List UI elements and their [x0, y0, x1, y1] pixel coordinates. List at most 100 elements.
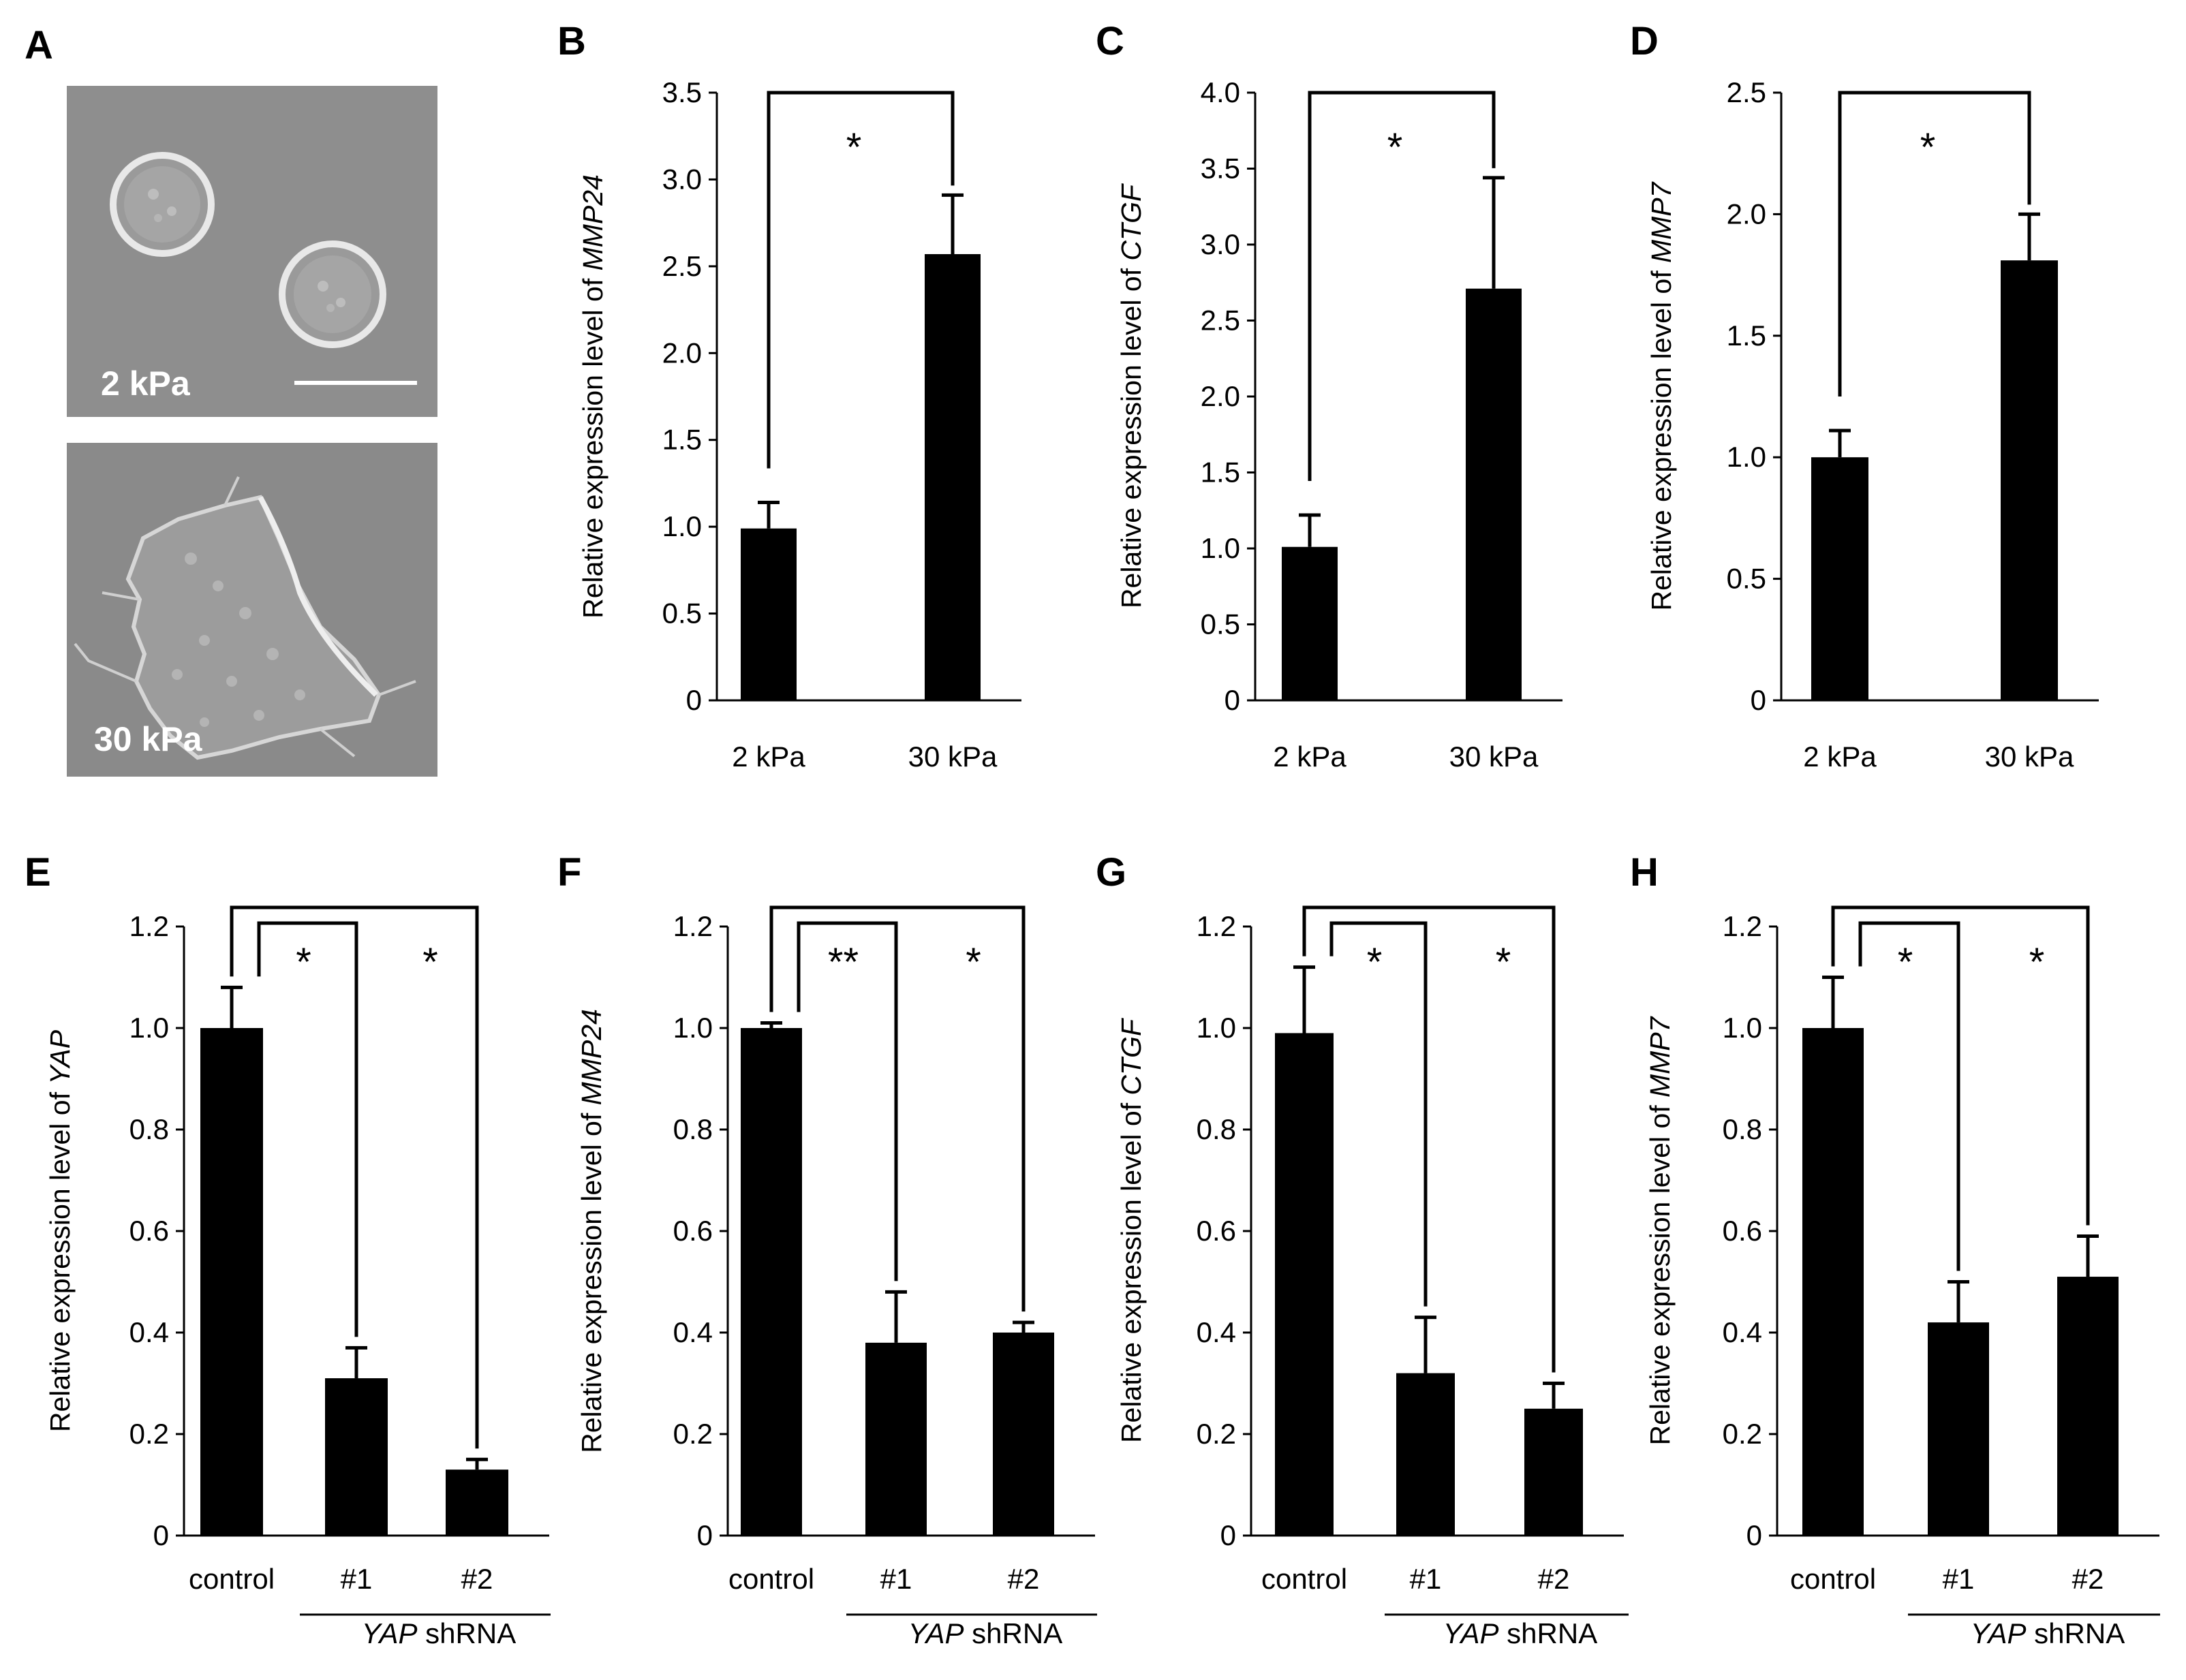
significance-bracket: [767, 91, 955, 469]
y-tick-label: 0: [1746, 1519, 1762, 1551]
y-tick-label: 3.0: [1201, 228, 1240, 260]
group-label-text: shRNA: [964, 1617, 1063, 1649]
micrograph-label-2kpa: 2 kPa: [101, 364, 191, 403]
y-axis-label-prefix: Relative expression level of: [1644, 1098, 1676, 1445]
y-tick-label: 0: [1751, 684, 1766, 716]
bar: [1524, 1408, 1583, 1536]
y-tick-label: 0.2: [1723, 1418, 1762, 1450]
y-tick-label: 1.2: [1197, 910, 1236, 942]
significance-star: *: [846, 125, 862, 170]
significance-bracket: [1308, 91, 1496, 481]
significance-star: *: [2029, 940, 2045, 984]
y-axis-label-prefix: Relative expression level of: [1115, 1095, 1147, 1443]
group-label-gene: YAP: [362, 1617, 418, 1649]
significance-star: *: [1898, 940, 1913, 984]
y-axis-label-gene: YAP: [44, 1029, 76, 1084]
y-tick-label: 1.0: [129, 1012, 169, 1044]
y-axis-label: Relative expression level of MMP7: [1644, 1015, 1676, 1445]
bar: [2001, 260, 2058, 700]
bar: [741, 528, 797, 700]
significance-bracket: [1329, 921, 1428, 1307]
bar: [1928, 1322, 1989, 1536]
significance-bracket: [257, 921, 358, 1337]
significance-star: *: [1496, 940, 1511, 984]
spheroid-2: [279, 240, 386, 348]
significance-star: *: [1920, 125, 1936, 170]
y-tick-label: 0.6: [1723, 1215, 1762, 1247]
y-tick-label: 1.5: [1727, 320, 1766, 352]
y-tick-label: 1.0: [1723, 1012, 1762, 1044]
category-label: control: [1261, 1563, 1347, 1595]
micrograph-2kpa-background: [67, 86, 437, 417]
significance-bracket: [769, 905, 1026, 1312]
panel-letter-f: F: [557, 850, 581, 895]
significance-star: *: [1387, 125, 1403, 170]
significance-star: *: [296, 940, 311, 984]
bar-charts: B 0 0.5 1.0 1.5 2.0 2.5 3.0 3.5 Relative expressi…: [25, 19, 2160, 1649]
y-tick-label: 0: [686, 684, 702, 716]
y-tick-label: 1.5: [1201, 456, 1240, 488]
y-tick-label: 0: [153, 1519, 169, 1551]
chart-g: G 0 0.2 0.4 0.6 0.8 1.0 1.2 Relative expression …: [1096, 850, 1629, 1649]
y-tick-label: 0.4: [673, 1316, 713, 1348]
y-tick-label: 2.5: [1727, 76, 1766, 108]
y-tick-label: 0.6: [129, 1215, 169, 1247]
y-tick-label: 0.8: [1197, 1113, 1236, 1145]
y-tick-label: 2.5: [662, 250, 702, 282]
group-label: YAP shRNA: [908, 1617, 1062, 1649]
y-tick-label: 3.0: [662, 163, 702, 195]
category-label: 2 kPa: [732, 741, 805, 773]
y-tick-label: 0.2: [1197, 1418, 1236, 1450]
y-tick-label: 0.5: [1727, 563, 1766, 595]
bar: [200, 1028, 263, 1536]
panel-letter-g: G: [1096, 850, 1126, 895]
group-label: YAP shRNA: [1443, 1617, 1597, 1649]
significance-bracket: [230, 905, 479, 1449]
micrograph-30kpa: 30 kPa: [67, 443, 437, 777]
bar: [1282, 546, 1338, 700]
significance-bracket: [1831, 905, 2090, 1226]
category-label: #2: [1538, 1563, 1570, 1595]
y-axis-label-gene: MMP24: [576, 1009, 607, 1105]
category-label: #2: [1008, 1563, 1040, 1595]
category-label: #1: [341, 1563, 373, 1595]
category-label: 30 kPa: [1985, 741, 2074, 773]
y-tick-label: 0.2: [673, 1418, 713, 1450]
chart-h: H 0 0.2 0.4 0.6 0.8 1.0 1.2 Relative expression …: [1630, 850, 2160, 1649]
category-label: #1: [1943, 1563, 1975, 1595]
cluster-edge: [258, 496, 378, 697]
significance-star: *: [1367, 940, 1383, 984]
group-label-text: shRNA: [1499, 1617, 1598, 1649]
y-tick-label: 3.5: [1201, 153, 1240, 185]
y-axis-label: Relative expression level of YAP: [44, 1029, 76, 1432]
y-axis-label-prefix: Relative expression level of: [577, 270, 609, 618]
panel-letter-c: C: [1096, 19, 1124, 63]
category-label: #2: [461, 1563, 493, 1595]
group-label: YAP shRNA: [362, 1617, 516, 1649]
y-tick-label: 2.0: [662, 337, 702, 369]
category-label: #1: [880, 1563, 912, 1595]
bar: [2057, 1277, 2119, 1536]
category-label: 2 kPa: [1273, 741, 1346, 773]
y-tick-label: 0.6: [673, 1215, 713, 1247]
y-axis-label: Relative expression level of MMP24: [576, 1009, 607, 1453]
chart-f: F 0 0.2 0.4 0.6 0.8 1.0 1.2 Relative expression …: [557, 850, 1097, 1649]
group-label-gene: YAP: [1971, 1617, 2027, 1649]
y-tick-label: 0.5: [1201, 608, 1240, 640]
spheroid-1: [110, 152, 215, 257]
significance-bracket: [1302, 905, 1556, 1373]
y-tick-label: 0.5: [662, 597, 702, 629]
group-label-gene: YAP: [908, 1617, 964, 1649]
y-axis-label-prefix: Relative expression level of: [1646, 263, 1677, 610]
y-tick-label: 1.0: [1197, 1012, 1236, 1044]
significance-bracket: [1838, 91, 2031, 396]
y-tick-label: 1.0: [662, 510, 702, 542]
y-tick-label: 4.0: [1201, 76, 1240, 108]
y-axis-label: Relative expression level of MMP7: [1646, 181, 1677, 610]
y-tick-label: 0.8: [1723, 1113, 1762, 1145]
y-tick-label: 0: [697, 1519, 713, 1551]
y-axis-label-prefix: Relative expression level of: [44, 1085, 76, 1432]
category-label: control: [1790, 1563, 1876, 1595]
y-tick-label: 1.0: [673, 1012, 713, 1044]
